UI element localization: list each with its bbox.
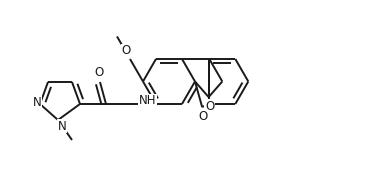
- Text: O: O: [121, 45, 131, 57]
- Text: O: O: [199, 110, 208, 122]
- Text: O: O: [94, 66, 104, 79]
- Text: NH: NH: [139, 94, 157, 108]
- Text: N: N: [33, 97, 41, 109]
- Text: O: O: [205, 100, 214, 113]
- Text: N: N: [58, 119, 66, 132]
